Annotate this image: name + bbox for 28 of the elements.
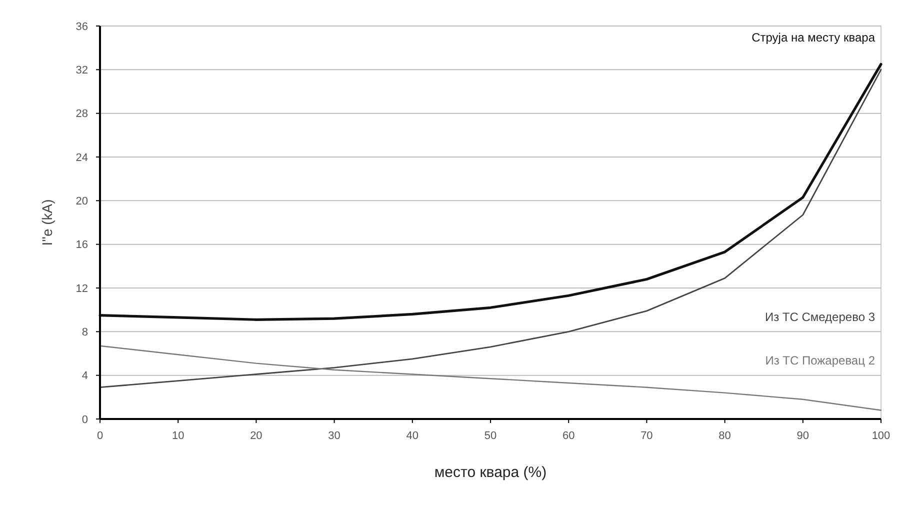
x-tick-label: 20: [250, 430, 262, 442]
x-tick-label: 10: [172, 430, 184, 442]
series-label: Струја на месту квара: [752, 30, 876, 44]
text: Из ТС Смедерево 3: [764, 310, 876, 324]
y-tick-label: 8: [82, 326, 88, 339]
x-axis-title: место квара (%): [434, 464, 547, 481]
y-tick-label: 0: [82, 414, 88, 426]
x-tick-label: 90: [796, 430, 810, 442]
y-tick-label: 12: [76, 282, 88, 295]
x-tick-label: 100: [872, 430, 890, 442]
y-tick-label: 4: [82, 370, 88, 382]
y-tick-label: 24: [76, 152, 88, 164]
x-tick-label: 80: [718, 430, 731, 442]
line-series: [99, 68, 882, 388]
x-tick-label: 30: [328, 430, 340, 442]
x-tick-label: 0: [96, 430, 104, 442]
x-tick-label: 60: [562, 430, 575, 442]
x-tick-label: 40: [406, 430, 419, 442]
x-tick-label: 50: [484, 430, 497, 442]
line-series: [99, 345, 882, 411]
y-tick-label: 28: [76, 108, 88, 120]
y-tick-label: 20: [76, 196, 88, 208]
y-tick-label: 16: [76, 239, 88, 252]
y-axis-title: I''e (kA): [39, 199, 55, 246]
text: Из ТС Пожаревац 2: [765, 353, 876, 368]
x-tick-label: 70: [640, 430, 653, 442]
y-tick-label: 32: [76, 64, 88, 77]
y-tick-label: 36: [76, 20, 88, 33]
